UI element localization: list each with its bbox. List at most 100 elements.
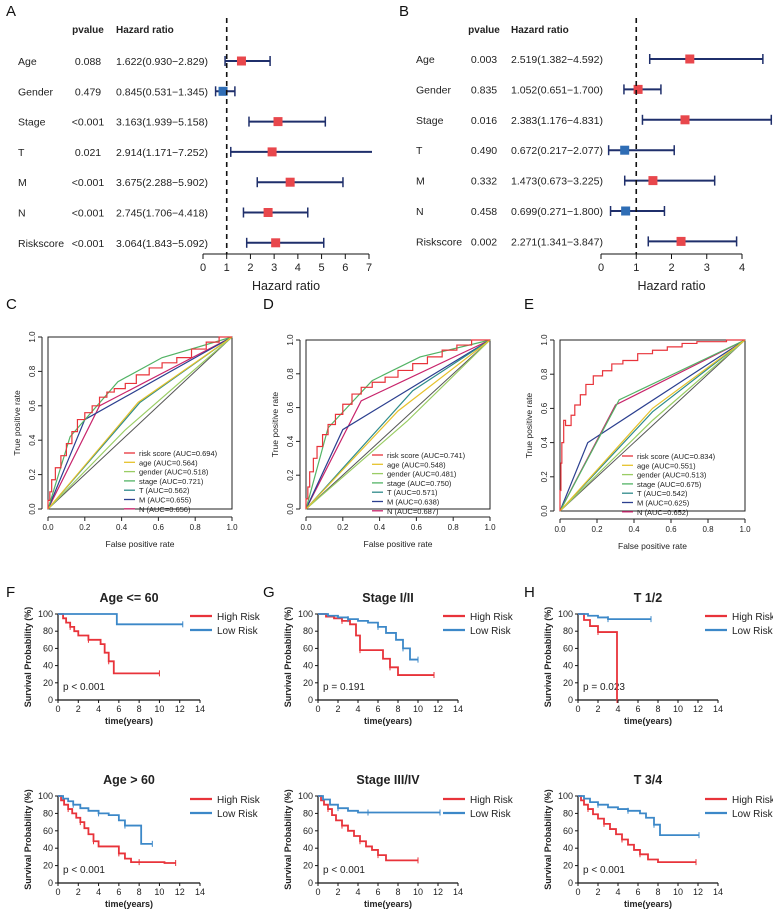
roc-curve bbox=[305, 339, 490, 509]
km-y-tick-label: 100 bbox=[558, 791, 573, 801]
km-y-tick-label: 100 bbox=[298, 791, 313, 801]
forest-x-tick-label: 6 bbox=[342, 262, 348, 274]
km-x-tick-label: 4 bbox=[355, 887, 360, 897]
km-curve bbox=[58, 613, 160, 675]
roc-y-tick-label: 0.8 bbox=[28, 365, 37, 377]
km-x-tick-label: 4 bbox=[615, 704, 620, 714]
roc-x-axis-title: False positive rate bbox=[618, 541, 687, 551]
roc-x-tick-label: 1.0 bbox=[226, 523, 238, 532]
km-x-tick-label: 12 bbox=[175, 887, 185, 897]
forest-row-pvalue: 0.835 bbox=[471, 84, 497, 96]
forest-row-name: T bbox=[416, 145, 423, 157]
forest-hr-marker bbox=[685, 54, 695, 64]
roc-y-axis-title: True positive rate bbox=[270, 392, 280, 458]
forest-row-pvalue: <0.001 bbox=[72, 117, 105, 129]
roc-x-tick-label: 0.2 bbox=[337, 523, 349, 532]
roc-x-tick-label: 0.0 bbox=[300, 523, 312, 532]
km-y-tick-label: 20 bbox=[43, 861, 53, 871]
roc-x-axis-title: False positive rate bbox=[364, 539, 433, 549]
roc-y-tick-label: 0.2 bbox=[28, 468, 37, 480]
km-y-tick-label: 60 bbox=[303, 826, 313, 836]
km-y-tick-label: 100 bbox=[558, 609, 573, 619]
km-x-axis-title: time(years) bbox=[105, 899, 153, 909]
forest-row-hazard-ratio-text: 2.383(1.176−4.831) bbox=[511, 115, 603, 127]
km-y-tick-label: 0 bbox=[568, 695, 573, 705]
forest-row-hazard-ratio-text: 0.699(0.271−1.800) bbox=[511, 206, 603, 218]
km-x-tick-label: 2 bbox=[335, 704, 340, 714]
km-y-tick-label: 40 bbox=[563, 661, 573, 671]
forest-row-hazard-ratio-text: 3.163(1.939−5.158) bbox=[116, 117, 208, 129]
km-x-tick-label: 10 bbox=[413, 704, 423, 714]
panel-label-g: G bbox=[263, 584, 275, 601]
km-pvalue: p < 0.001 bbox=[63, 682, 105, 693]
forest-hr-marker bbox=[680, 115, 690, 125]
forest-x-tick-label: 0 bbox=[200, 262, 206, 274]
roc-legend-label: risk score (AUC=0.834) bbox=[637, 452, 716, 461]
km-legend-label: High Risk bbox=[732, 612, 773, 623]
forest-row-hazard-ratio-text: 3.675(2.288−5.902) bbox=[116, 177, 208, 189]
km-legend-label: Low Risk bbox=[732, 626, 773, 637]
km-legend-label: Low Risk bbox=[470, 626, 512, 637]
roc-plot-c: 0.0 0.2 0.4 0.6 0.8 1.0 0.0 0.2 0.4 0.6 0.8 1.0 Fals… bbox=[12, 331, 238, 549]
km-y-axis-title: Survival Probability (%) bbox=[23, 607, 33, 708]
roc-curve bbox=[305, 339, 491, 510]
km-pvalue: p = 0.023 bbox=[583, 682, 625, 693]
km-curve bbox=[58, 613, 183, 626]
km-x-tick-label: 6 bbox=[116, 704, 121, 714]
km-title: T 1/2 bbox=[634, 591, 663, 605]
km-x-tick-label: 4 bbox=[355, 704, 360, 714]
forest-header-pvalue: pvalue bbox=[468, 25, 500, 36]
roc-y-axis-title: True positive rate bbox=[12, 390, 22, 456]
roc-curve bbox=[559, 339, 746, 512]
forest-x-tick-label: 7 bbox=[366, 262, 372, 274]
forest-row-pvalue: 0.002 bbox=[471, 236, 497, 248]
forest-hr-marker bbox=[267, 147, 277, 157]
roc-curve bbox=[305, 339, 491, 510]
km-legend-label: Low Risk bbox=[470, 809, 512, 820]
km-x-tick-label: 12 bbox=[175, 704, 185, 714]
km-x-tick-label: 6 bbox=[635, 704, 640, 714]
forest-row-pvalue: 0.021 bbox=[75, 147, 101, 159]
forest-header-pvalue: pvalue bbox=[72, 25, 104, 36]
km-y-tick-label: 0 bbox=[568, 878, 573, 888]
km-x-tick-label: 8 bbox=[395, 887, 400, 897]
forest-x-tick-label: 2 bbox=[668, 262, 674, 274]
km-x-tick-label: 2 bbox=[76, 704, 81, 714]
forest-x-tick-label: 3 bbox=[271, 262, 277, 274]
roc-curve bbox=[47, 336, 233, 510]
km-title: Age <= 60 bbox=[99, 591, 158, 605]
roc-y-tick-label: 0.6 bbox=[28, 400, 37, 412]
forest-row-pvalue: 0.490 bbox=[471, 145, 497, 157]
km-x-tick-label: 14 bbox=[195, 704, 205, 714]
km-y-tick-label: 40 bbox=[43, 843, 53, 853]
forest-row-name: Riskscore bbox=[416, 236, 462, 248]
roc-legend-label: stage (AUC=0.721) bbox=[139, 477, 204, 486]
forest-hr-marker bbox=[263, 208, 273, 217]
km-curve bbox=[578, 613, 651, 621]
km-plot-g: Stage I/II 0 2 4 6 8 10 12 14 0 20 40 60 80 100 time(ye… bbox=[283, 591, 514, 726]
forest-header-hazard-ratio: Hazard ratio bbox=[511, 25, 569, 36]
roc-legend-label: gender (AUC=0.518) bbox=[139, 468, 209, 477]
panel-label-h: H bbox=[524, 584, 535, 601]
km-y-tick-label: 20 bbox=[563, 678, 573, 688]
forest-plot-a: pvalue Hazard ratio Age 0.088 1.622(0.930−2.… bbox=[18, 18, 372, 293]
km-y-axis-title: Survival Probability (%) bbox=[543, 789, 553, 890]
km-x-tick-label: 8 bbox=[655, 704, 660, 714]
forest-row-hazard-ratio-text: 2.914(1.171−7.252) bbox=[116, 147, 208, 159]
km-x-tick-label: 2 bbox=[595, 887, 600, 897]
roc-legend-label: N (AUC=0.687) bbox=[387, 507, 439, 516]
forest-row-pvalue: <0.001 bbox=[72, 208, 105, 220]
forest-row-hazard-ratio-text: 2.745(1.706−4.418) bbox=[116, 208, 208, 220]
km-y-axis-title: Survival Probability (%) bbox=[23, 789, 33, 890]
roc-x-tick-label: 0.6 bbox=[411, 523, 423, 532]
forest-row-name: M bbox=[416, 176, 425, 188]
roc-y-axis-title: True positive rate bbox=[524, 393, 534, 459]
roc-plot-frame bbox=[305, 339, 491, 510]
roc-legend-label: N (AUC=0.656) bbox=[139, 505, 191, 514]
km-pvalue: p < 0.001 bbox=[323, 865, 365, 876]
km-curve bbox=[58, 795, 153, 845]
km-x-tick-label: 6 bbox=[375, 704, 380, 714]
km-x-tick-label: 8 bbox=[137, 704, 142, 714]
roc-legend-label: M (AUC=0.625) bbox=[637, 499, 690, 508]
